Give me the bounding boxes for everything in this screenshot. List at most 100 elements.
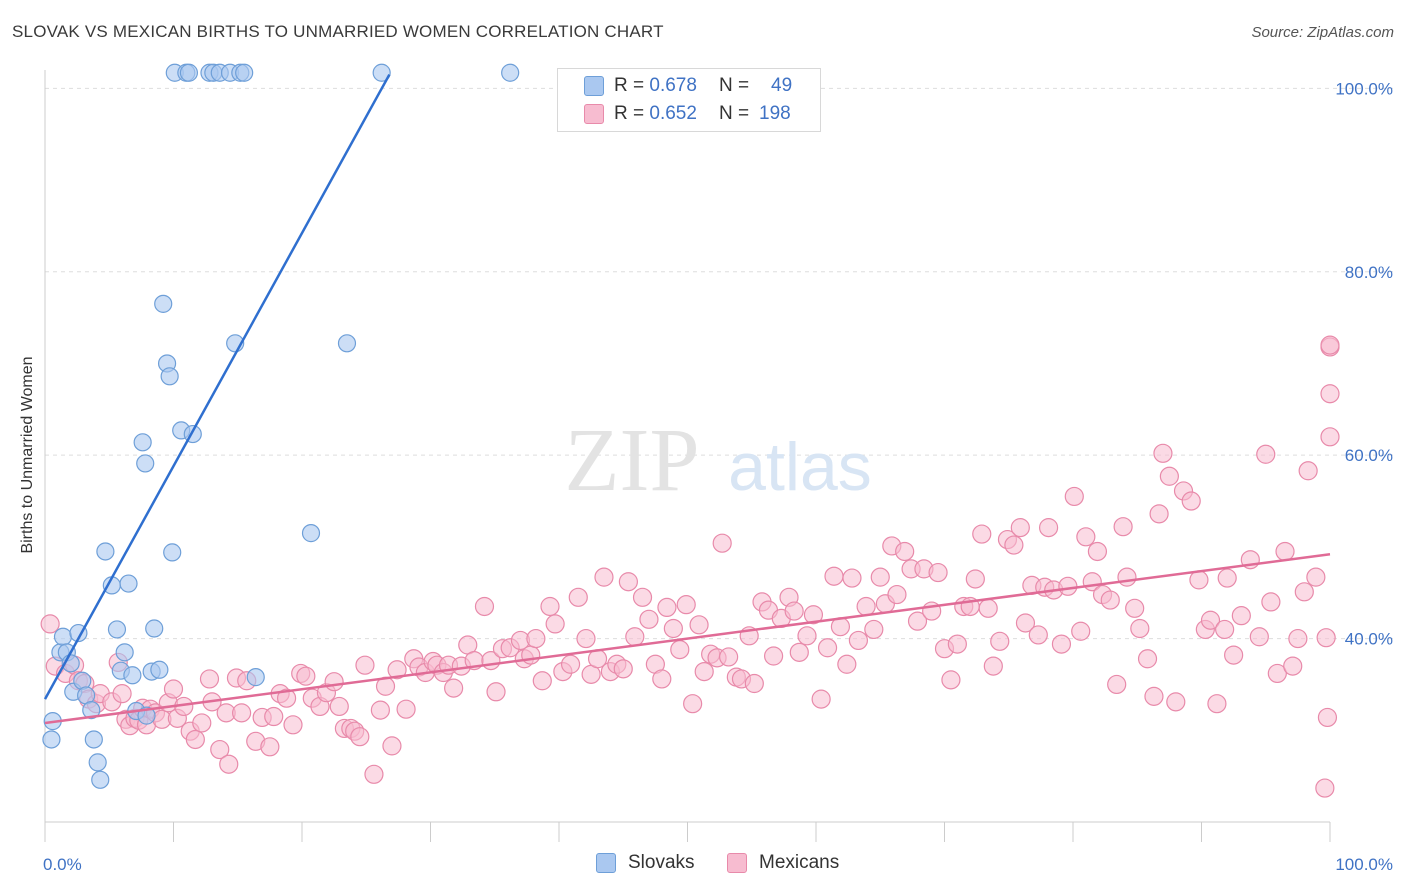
mexican-point	[1207, 694, 1227, 714]
mexican-point	[763, 646, 784, 666]
mexicans-swatch	[584, 104, 604, 124]
mexican-point	[1153, 443, 1173, 463]
slovak-point	[91, 770, 110, 789]
mexican-point	[895, 541, 915, 562]
mexican-point	[545, 614, 565, 634]
legend-item-mexicans: Mexicans	[727, 852, 839, 874]
mexican-point	[1215, 619, 1235, 640]
mexican-point	[965, 569, 985, 589]
mexican-point	[1200, 610, 1221, 630]
mexican-point	[210, 739, 230, 760]
slovak-point	[372, 63, 391, 82]
mexican-point	[1038, 518, 1059, 538]
slovak-point	[107, 620, 127, 639]
mexican-point	[663, 618, 683, 639]
legend-item-slovaks: Slovaks	[596, 852, 695, 874]
mexican-point	[560, 654, 581, 674]
mexican-point	[613, 659, 633, 679]
mexican-point	[1317, 707, 1338, 728]
slovak-point	[301, 524, 321, 543]
y-tick-label: 80.0%	[1345, 263, 1393, 282]
mexican-point	[364, 764, 384, 784]
mexican-point	[657, 597, 677, 618]
mexicans-r-value: 0.652	[649, 103, 697, 124]
mexican-point	[983, 656, 1003, 676]
mexican-point	[350, 727, 370, 747]
mexican-point	[1256, 444, 1276, 464]
mexican-point	[1261, 592, 1281, 612]
slovak-point	[96, 542, 115, 561]
mexican-point	[1113, 517, 1133, 537]
mexican-point	[1320, 335, 1340, 355]
mexican-point	[744, 673, 764, 694]
mexican-point	[355, 655, 375, 675]
mexican-point	[387, 660, 407, 680]
source-credit: Source: ZipAtlas.com	[1251, 24, 1394, 41]
slovaks-swatch	[584, 76, 604, 96]
mexican-point	[990, 631, 1010, 651]
trendlines	[43, 73, 1331, 725]
mexican-point	[928, 562, 948, 583]
mexican-point	[719, 647, 739, 667]
slovaks-series	[42, 63, 520, 789]
mexican-point	[382, 736, 402, 756]
mexican-point	[689, 615, 709, 635]
mexicans-trendline	[44, 552, 1331, 725]
mexican-point	[1149, 504, 1169, 524]
mexican-point	[260, 737, 280, 757]
watermark-zip: ZIP	[565, 411, 700, 510]
mexican-point	[811, 689, 831, 709]
mexican-point	[907, 611, 928, 631]
slovak-point	[88, 753, 107, 772]
mexican-point	[1117, 567, 1137, 587]
mexican-point	[163, 679, 184, 699]
mexican-point	[864, 619, 884, 640]
mexican-point	[947, 634, 967, 654]
mexican-point	[1130, 618, 1150, 639]
mexican-point	[1051, 634, 1072, 654]
mexican-point	[632, 587, 653, 607]
mexican-point	[1028, 625, 1048, 645]
mexican-point	[848, 630, 869, 651]
mexican-point	[1231, 606, 1251, 626]
mexicans-n-value: 198	[759, 103, 791, 124]
mexican-point	[1125, 598, 1145, 618]
mexican-point	[1316, 628, 1336, 648]
mexican-point	[1071, 621, 1091, 641]
slovaks-n-value: 49	[771, 75, 793, 96]
mexican-point	[192, 713, 212, 733]
mexican-point	[1058, 576, 1078, 596]
slovak-point	[133, 433, 152, 452]
mexican-point	[199, 669, 220, 689]
slovak-point	[145, 619, 164, 638]
mexican-point	[870, 567, 890, 587]
slovak-point	[246, 668, 265, 687]
watermark-atlas: atlas	[728, 429, 872, 505]
mexican-point	[526, 628, 546, 649]
mexican-point	[887, 584, 907, 605]
mexicans-r-label: R =	[614, 103, 645, 124]
mexican-point	[264, 706, 284, 727]
mexican-point	[521, 645, 541, 665]
mexican-point	[1064, 486, 1084, 507]
mexican-point	[1010, 518, 1030, 538]
mexican-point	[568, 587, 588, 607]
mexican-point	[1320, 427, 1340, 447]
slovak-point	[150, 660, 169, 679]
mexican-point	[396, 699, 416, 719]
mexican-point	[837, 654, 857, 674]
y-tick-label: 40.0%	[1345, 630, 1393, 649]
mexican-point	[1087, 541, 1108, 562]
mexican-point	[486, 682, 506, 702]
mexican-point	[276, 688, 297, 708]
mexicans-legend-swatch	[727, 853, 747, 873]
slovak-point	[123, 666, 142, 685]
mexican-point	[789, 642, 809, 662]
mexican-point	[40, 614, 60, 634]
mexican-point	[817, 638, 838, 658]
mexican-point	[1166, 692, 1186, 712]
mexican-point	[112, 684, 132, 704]
mexican-point	[972, 524, 992, 544]
mexican-point	[618, 572, 638, 592]
mexican-point	[941, 670, 961, 690]
